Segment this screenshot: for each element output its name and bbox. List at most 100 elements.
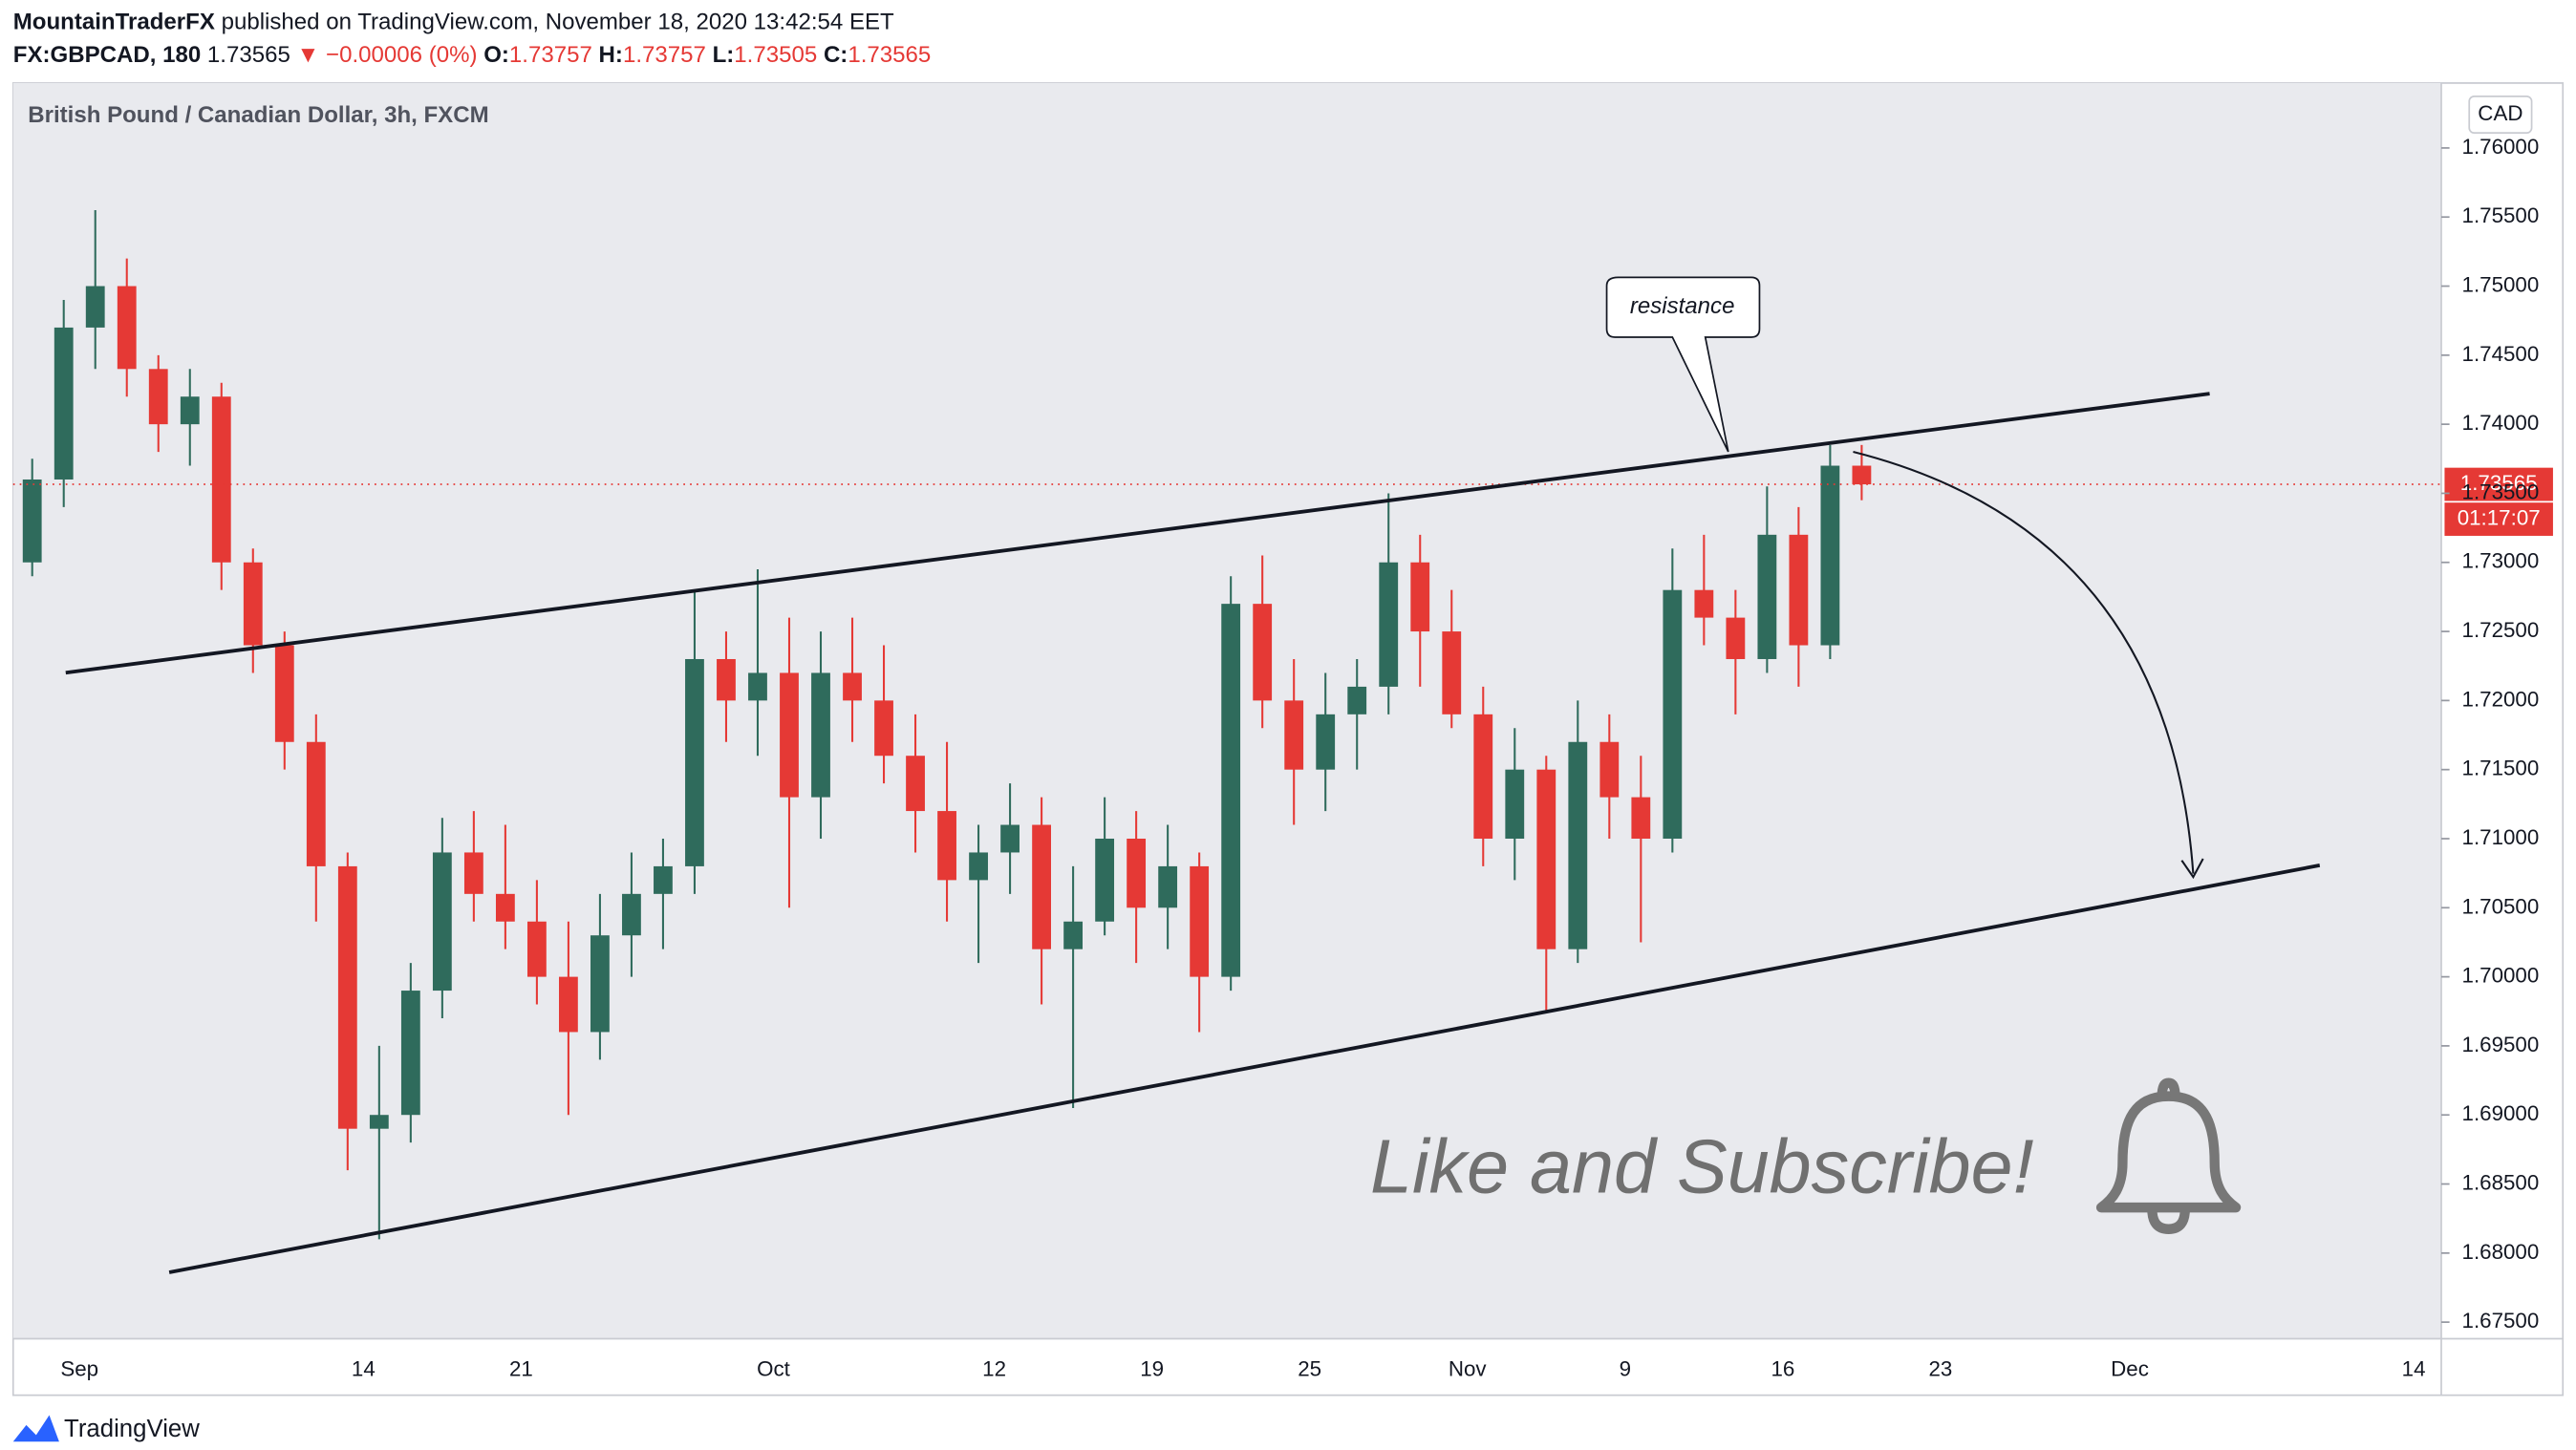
candle-body [1316, 714, 1336, 770]
last-price: 1.73565 [2460, 471, 2538, 495]
x-tick-label: 23 [1929, 1356, 1953, 1380]
y-tick-label: 1.72500 [2462, 618, 2540, 642]
candle-body [780, 672, 799, 798]
candle-body [1190, 865, 1210, 977]
x-tick-label: 19 [1140, 1356, 1164, 1380]
x-tick-label: 9 [1620, 1356, 1631, 1380]
candle-body [1852, 465, 1872, 485]
close: 1.73565 [848, 42, 931, 68]
resistance-line [65, 392, 2210, 675]
candle-body [85, 286, 105, 328]
candle-body [1379, 562, 1399, 687]
projection-arrow [1853, 450, 2195, 874]
candle-body [306, 741, 326, 866]
candle-body [463, 852, 483, 894]
y-tick-label: 1.68000 [2462, 1240, 2540, 1264]
candle-body [22, 479, 42, 563]
candle-body [400, 991, 420, 1116]
candle-body [1599, 741, 1620, 798]
candle-body [685, 658, 704, 866]
candle-body [211, 396, 231, 563]
symbol: FX:GBPCAD, 180 [13, 42, 201, 68]
candle-body [654, 865, 673, 894]
x-tick-label: 12 [982, 1356, 1006, 1380]
promo-text: Like and Subscribe! [1370, 1123, 2034, 1208]
y-tick-label: 1.74000 [2462, 411, 2540, 435]
candle-body [1347, 686, 1367, 714]
open: 1.73757 [509, 42, 592, 68]
callout-text: resistance [1630, 293, 1735, 319]
candle-body [1726, 617, 1746, 659]
quote-line: FX:GBPCAD, 180 1.73565 ▼ −0.00006 (0%) O… [13, 42, 932, 68]
x-tick-label: Dec [2111, 1356, 2149, 1380]
candle-body [811, 672, 830, 798]
candle-body [1095, 838, 1115, 922]
y-tick-label: 1.76000 [2462, 135, 2540, 159]
x-tick-label: 16 [1771, 1356, 1794, 1380]
author: MountainTraderFX [13, 10, 215, 35]
chart-title: British Pound / Canadian Dollar, 3h, FXC… [28, 102, 488, 128]
candle-body [1694, 589, 1714, 618]
low: 1.73505 [734, 42, 817, 68]
candle-body [1063, 921, 1084, 949]
price: 1.73565 [207, 42, 290, 68]
y-tick-label: 1.67500 [2462, 1309, 2540, 1333]
arrow-head [2180, 858, 2204, 880]
candles [12, 209, 2442, 1240]
high: 1.73757 [623, 42, 706, 68]
candle-body [717, 658, 736, 701]
y-tick-label: 1.73500 [2462, 480, 2540, 503]
y-tick-label: 1.72000 [2462, 687, 2540, 711]
candle-body [590, 935, 610, 1033]
candle-body [1568, 741, 1588, 949]
candle-body [1505, 769, 1525, 839]
candle-body [1631, 797, 1651, 839]
candle-body [369, 1115, 389, 1129]
candle-body [1536, 769, 1556, 949]
candle-body [1757, 534, 1777, 659]
candle-body [1221, 604, 1241, 977]
candle-body [54, 327, 74, 480]
countdown: 01:17:07 [2458, 505, 2541, 529]
last-price-badge [2444, 467, 2553, 501]
currency: CAD [2478, 101, 2522, 125]
candle-body [1032, 824, 1051, 949]
candle-body [180, 396, 200, 425]
candle-body [1158, 865, 1178, 908]
candle-body [117, 286, 137, 370]
h-label: H: [599, 42, 623, 68]
candle-body [337, 865, 357, 1129]
callout-bubble [1605, 276, 1761, 453]
x-tick-label: 21 [509, 1356, 533, 1380]
y-tick-label: 1.74500 [2462, 342, 2540, 366]
o-label: O: [483, 42, 509, 68]
candle-body [748, 672, 767, 701]
candle-body [1663, 589, 1683, 839]
candle-body [1253, 604, 1273, 701]
currency-box[interactable] [2468, 95, 2533, 134]
c-label: C: [824, 42, 848, 68]
y-tick-label: 1.70000 [2462, 963, 2540, 987]
candle-body [1284, 700, 1304, 770]
header-line: MountainTraderFX published on TradingVie… [13, 10, 894, 35]
candle-body [622, 893, 641, 936]
y-tick-label: 1.75000 [2462, 272, 2540, 296]
candle-body [274, 645, 294, 742]
y-tick-label: 1.71000 [2462, 825, 2540, 849]
candle-body [1442, 631, 1462, 714]
candle-body [495, 893, 515, 922]
y-tick-label: 1.68500 [2462, 1170, 2540, 1194]
y-tick-label: 1.69500 [2462, 1033, 2540, 1056]
candle-body [1820, 465, 1840, 646]
candle-body [843, 672, 862, 701]
y-tick-label: 1.73000 [2462, 549, 2540, 573]
candle-body [874, 700, 893, 757]
brand-logo [12, 1415, 59, 1442]
l-label: L: [713, 42, 735, 68]
candle-body [432, 852, 452, 992]
candle-body [969, 852, 988, 881]
brand: TradingView [64, 1416, 200, 1442]
x-tick-label: 25 [1298, 1356, 1321, 1380]
change: ▼ −0.00006 (0%) [297, 42, 478, 68]
y-tick-label: 1.70500 [2462, 894, 2540, 918]
